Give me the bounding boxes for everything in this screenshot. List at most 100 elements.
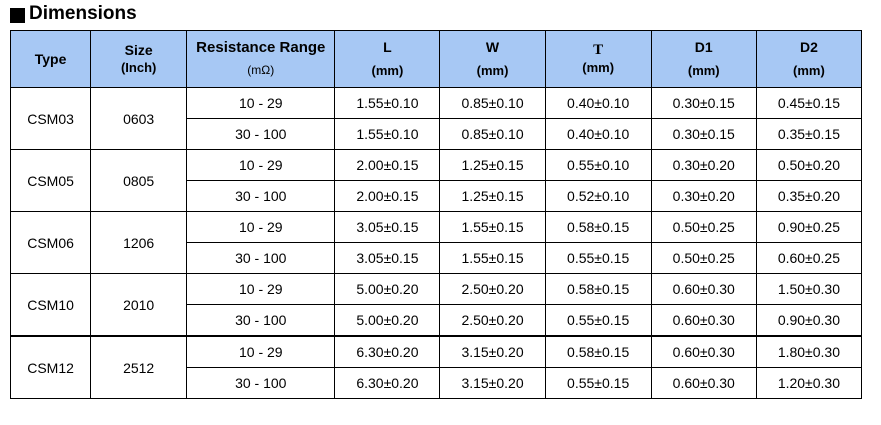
dimensions-table: Type Size (Inch) Resistance Range (mΩ) L… <box>9 30 863 399</box>
size-cell: 2010 <box>90 273 188 337</box>
range-cell: 10 - 29 <box>186 149 336 181</box>
size-cell: 0805 <box>90 149 188 212</box>
table-row: CSM12 2512 10 - 29 6.30±0.20 3.15±0.20 0… <box>9 335 863 399</box>
d2-cell: 1.80±0.30 <box>755 335 863 368</box>
table-row: CSM05 0805 10 - 29 2.00±0.15 1.25±0.15 0… <box>9 149 863 212</box>
t-cell: 0.55±0.15 <box>544 367 652 399</box>
l-cell: 3.05±0.15 <box>334 242 441 274</box>
range-cell: 30 - 100 <box>186 242 336 274</box>
t-cell: 0.40±0.10 <box>544 87 652 119</box>
t-cell: 0.55±0.15 <box>544 242 652 274</box>
d2-cell: 0.45±0.15 <box>755 87 863 119</box>
l-cell: 6.30±0.20 <box>334 335 441 368</box>
header-t: T (mm) <box>544 30 652 88</box>
header-size-label: Size <box>124 42 153 58</box>
l-cell: 5.00±0.20 <box>334 273 441 305</box>
table-row: CSM10 2010 10 - 29 5.00±0.20 2.50±0.20 0… <box>9 273 863 337</box>
header-resistance-range: Resistance Range (mΩ) <box>186 30 336 88</box>
range-cell: 10 - 29 <box>186 87 336 119</box>
square-bullet-icon <box>10 7 25 23</box>
w-cell: 3.15±0.20 <box>439 367 546 399</box>
w-cell: 1.55±0.15 <box>439 242 546 274</box>
section-title-text: Dimensions <box>29 3 137 24</box>
d2-cell: 1.20±0.30 <box>755 367 863 399</box>
header-w-label: W <box>485 39 500 55</box>
type-cell: CSM10 <box>9 273 92 337</box>
w-cell: 2.50±0.20 <box>439 304 546 337</box>
l-cell: 5.00±0.20 <box>334 304 441 337</box>
d2-cell: 0.90±0.30 <box>755 304 863 337</box>
header-l-unit: (mm) <box>371 63 404 78</box>
d1-cell: 0.60±0.30 <box>650 335 757 368</box>
d1-cell: 0.60±0.30 <box>650 273 757 305</box>
header-d1-unit: (mm) <box>687 63 720 78</box>
d1-cell: 0.30±0.20 <box>650 180 757 212</box>
t-cell: 0.55±0.10 <box>544 149 652 181</box>
header-w: W (mm) <box>439 30 546 88</box>
t-cell: 0.52±0.10 <box>544 180 652 212</box>
d2-cell: 0.35±0.15 <box>755 118 863 150</box>
header-t-label: T <box>593 42 604 58</box>
header-d2-unit: (mm) <box>793 63 825 78</box>
w-cell: 1.25±0.15 <box>439 149 546 181</box>
table-row: CSM03 0603 10 - 29 1.55±0.10 0.85±0.10 0… <box>9 87 863 150</box>
table-row: 30 - 100 5.00±0.20 2.50±0.20 0.55±0.15 0… <box>11 304 863 337</box>
d2-cell: 0.50±0.20 <box>755 149 863 181</box>
type-cell: CSM06 <box>9 211 92 274</box>
size-cell: 0603 <box>90 87 188 150</box>
header-range-unit: (mΩ) <box>247 63 275 77</box>
size-cell: 2512 <box>90 335 188 399</box>
table-row: 30 - 100 3.05±0.15 1.55±0.15 0.55±0.15 0… <box>11 242 863 274</box>
size-cell: 1206 <box>90 211 188 274</box>
t-cell: 0.58±0.15 <box>544 273 652 305</box>
type-cell: CSM03 <box>9 87 92 150</box>
l-cell: 3.05±0.15 <box>334 211 441 243</box>
table-row: 30 - 100 2.00±0.15 1.25±0.15 0.52±0.10 0… <box>11 180 863 212</box>
d2-cell: 0.35±0.20 <box>755 180 863 212</box>
range-cell: 30 - 100 <box>186 118 336 150</box>
header-w-unit: (mm) <box>476 63 509 78</box>
l-cell: 1.55±0.10 <box>334 118 441 150</box>
w-cell: 3.15±0.20 <box>439 335 546 368</box>
header-d2: D2 (mm) <box>755 30 863 88</box>
header-d1: D1 (mm) <box>650 30 757 88</box>
t-cell: 0.58±0.15 <box>544 211 652 243</box>
table-row: CSM06 1206 10 - 29 3.05±0.15 1.55±0.15 0… <box>9 211 863 274</box>
w-cell: 2.50±0.20 <box>439 273 546 305</box>
d1-cell: 0.50±0.25 <box>650 211 757 243</box>
header-l-label: L <box>383 39 392 55</box>
header-size-unit: (Inch) <box>120 60 157 75</box>
header-t-unit: (mm) <box>582 60 615 75</box>
d1-cell: 0.30±0.15 <box>650 87 757 119</box>
range-cell: 30 - 100 <box>186 367 336 399</box>
w-cell: 0.85±0.10 <box>439 118 546 150</box>
d2-cell: 0.60±0.25 <box>755 242 863 274</box>
d1-cell: 0.50±0.25 <box>650 242 757 274</box>
d2-cell: 1.50±0.30 <box>755 273 863 305</box>
header-size: Size (Inch) <box>90 30 188 88</box>
d1-cell: 0.30±0.20 <box>650 149 757 181</box>
d2-cell: 0.90±0.25 <box>755 211 863 243</box>
header-d1-label: D1 <box>694 39 713 55</box>
d1-cell: 0.30±0.15 <box>650 118 757 150</box>
header-row: Type Size (Inch) Resistance Range (mΩ) L… <box>9 30 863 88</box>
range-cell: 10 - 29 <box>186 335 336 368</box>
w-cell: 0.85±0.10 <box>439 87 546 119</box>
l-cell: 1.55±0.10 <box>334 87 441 119</box>
header-d2-label: D2 <box>799 39 818 55</box>
t-cell: 0.40±0.10 <box>544 118 652 150</box>
w-cell: 1.55±0.15 <box>439 211 546 243</box>
type-cell: CSM12 <box>9 335 92 399</box>
d1-cell: 0.60±0.30 <box>650 367 757 399</box>
l-cell: 2.00±0.15 <box>334 180 441 212</box>
range-cell: 10 - 29 <box>186 273 336 305</box>
range-cell: 10 - 29 <box>186 211 336 243</box>
range-cell: 30 - 100 <box>186 180 336 212</box>
l-cell: 6.30±0.20 <box>334 367 441 399</box>
range-cell: 30 - 100 <box>186 304 336 337</box>
d1-cell: 0.60±0.30 <box>650 304 757 337</box>
type-cell: CSM05 <box>9 149 92 212</box>
t-cell: 0.55±0.15 <box>544 304 652 337</box>
w-cell: 1.25±0.15 <box>439 180 546 212</box>
header-type: Type <box>9 30 92 88</box>
